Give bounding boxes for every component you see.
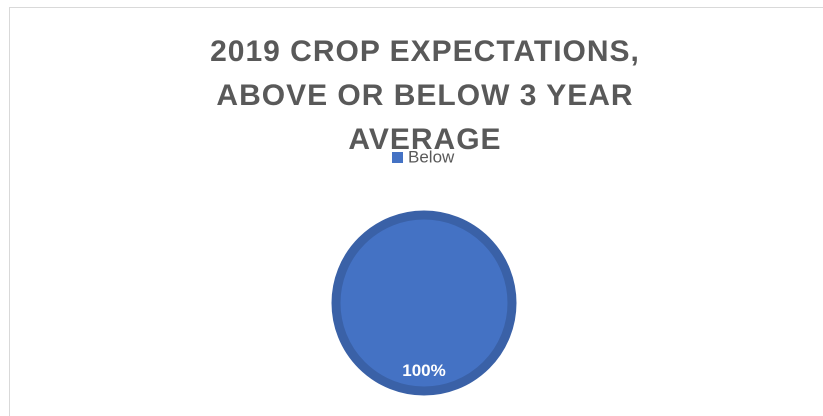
data-label: 100% (402, 361, 445, 380)
chart-title: 2019 CROP EXPECTATIONS, ABOVE OR BELOW 3… (210, 35, 640, 156)
chart-border (9, 7, 823, 416)
legend-label: Below (408, 147, 455, 166)
pie-slice (331, 210, 517, 396)
legend-swatch (392, 152, 403, 163)
